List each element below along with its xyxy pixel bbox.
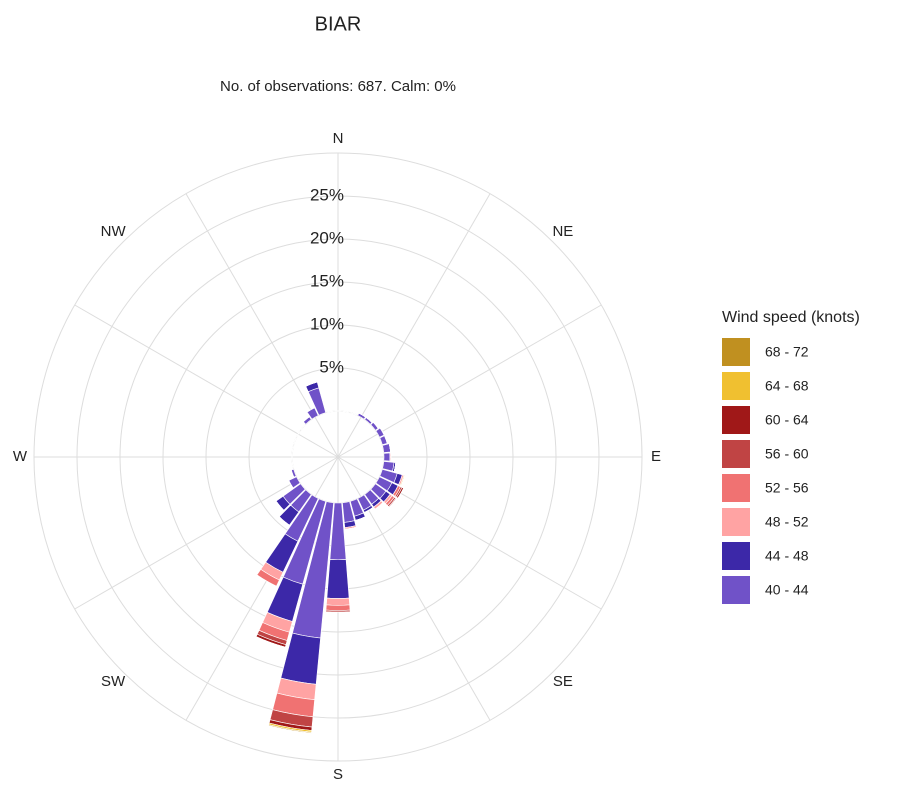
wedge-segment <box>326 559 350 599</box>
direction-label: E <box>651 448 661 465</box>
wedge-segment <box>293 437 297 445</box>
direction-label: NW <box>101 223 127 240</box>
wedge-segment <box>306 407 315 413</box>
legend-label: 52 - 56 <box>765 480 809 496</box>
wedge-segment <box>366 417 373 423</box>
legend-title: Wind speed (knots) <box>722 309 860 326</box>
chart-title: BIAR <box>315 13 362 35</box>
direction-label: W <box>13 448 28 465</box>
legend-label: 64 - 68 <box>765 378 809 394</box>
r-tick-label: 10% <box>310 314 344 333</box>
spoke <box>337 456 602 610</box>
spoke <box>74 304 339 458</box>
direction-label: SE <box>553 673 573 690</box>
wedge-segment <box>288 480 294 489</box>
wedge-segment <box>326 410 334 413</box>
r-tick-label: 25% <box>310 185 344 204</box>
wedge-segment <box>384 435 388 444</box>
wedge-segment <box>268 724 312 734</box>
chart-subtitle: No. of observations: 687. Calm: 0% <box>220 78 456 95</box>
legend-swatch <box>722 576 750 604</box>
wedge-segment <box>379 427 385 436</box>
wedge-segment <box>400 475 405 486</box>
legend-label: 44 - 48 <box>765 548 809 564</box>
wedge-segment <box>300 424 306 431</box>
spoke <box>337 304 602 458</box>
direction-label: N <box>333 130 344 147</box>
r-tick-label: 15% <box>310 271 344 290</box>
legend-label: 56 - 60 <box>765 446 809 462</box>
legend-label: 48 - 52 <box>765 514 809 530</box>
wedge-segment <box>279 516 290 526</box>
wedge-segment <box>291 445 294 453</box>
wedge-segment <box>364 507 373 513</box>
legend-label: 68 - 72 <box>765 344 809 360</box>
wedge-segment <box>291 461 294 469</box>
r-tick-label: 20% <box>310 228 344 247</box>
wedge-segment <box>326 597 350 606</box>
direction-label: S <box>333 766 343 783</box>
wedge-segment <box>397 488 404 499</box>
wedge-segment <box>342 410 350 413</box>
spoke <box>337 193 491 458</box>
legend-label: 40 - 44 <box>765 582 809 598</box>
wedge-segment <box>375 502 384 510</box>
direction-label: NE <box>552 223 573 240</box>
legend-swatch <box>722 338 750 366</box>
legend-swatch <box>722 474 750 502</box>
wedge-segment <box>350 412 358 416</box>
legend-label: 60 - 64 <box>765 412 809 428</box>
spoke <box>337 456 491 721</box>
legend-swatch <box>722 440 750 468</box>
legend-swatch <box>722 372 750 400</box>
wedge-segment <box>296 430 301 438</box>
wedge-segment <box>383 452 391 462</box>
r-tick-label: 5% <box>319 357 344 376</box>
legend-swatch <box>722 542 750 570</box>
legend-swatch <box>722 508 750 536</box>
direction-label: SW <box>101 673 126 690</box>
wedge-segment <box>325 604 351 611</box>
wedge-segment <box>358 412 366 418</box>
legend-swatch <box>722 406 750 434</box>
